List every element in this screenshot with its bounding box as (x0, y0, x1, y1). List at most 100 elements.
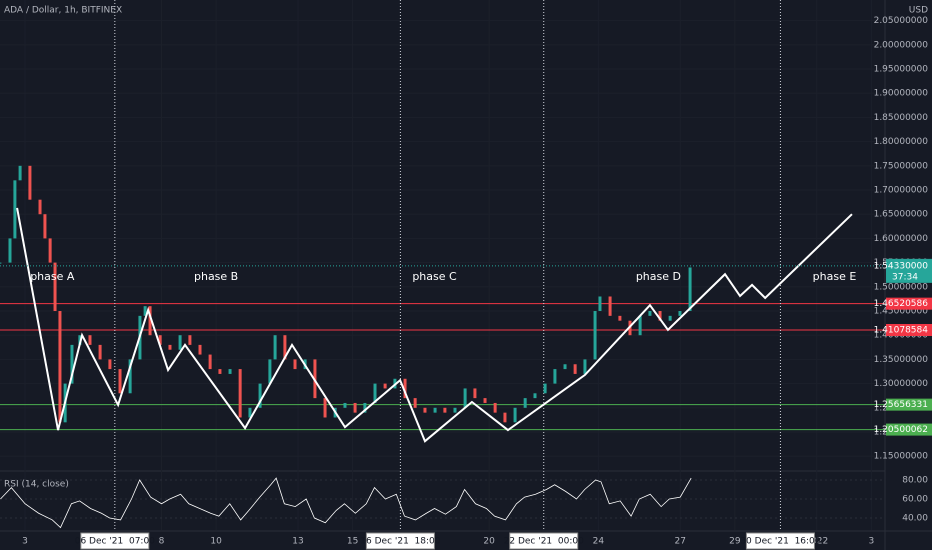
x-tick-label: 13 (292, 537, 303, 547)
phase-label: phase E (813, 270, 857, 283)
candle (573, 364, 577, 374)
candle (70, 344, 74, 384)
rsi-tick-label: 60.00 (902, 495, 928, 505)
rsi-tick-label: 80.00 (902, 475, 928, 485)
candle (188, 335, 192, 345)
y-tick-label: 2.00000000 (874, 40, 929, 50)
candle (323, 398, 327, 418)
candle (563, 364, 567, 370)
candle (638, 315, 642, 336)
candle (453, 407, 457, 413)
candle (38, 199, 42, 215)
candle (403, 378, 407, 399)
candle (343, 402, 347, 408)
candle (238, 369, 242, 418)
x-tick-label: 27 (675, 537, 686, 547)
drawing-path (16, 207, 853, 443)
candle (53, 262, 57, 312)
y-tick-label: 2.05000000 (874, 16, 929, 26)
candle (608, 296, 612, 316)
y-tick-label: 1.30000000 (874, 379, 929, 389)
candle (523, 398, 527, 408)
x-tick-label: 24 (593, 537, 605, 547)
candle (293, 359, 297, 370)
level-label-box (886, 423, 932, 436)
candle (168, 344, 172, 350)
marker-label: 16 Dec '21 18:00 (360, 537, 440, 547)
marker-label: 30 Dec '21 16:00 (740, 537, 820, 547)
candle (373, 383, 377, 403)
candle (688, 267, 692, 312)
level-label-box (886, 398, 932, 411)
y-tick-label: 1.95000000 (874, 65, 929, 75)
y-tick-label: 1.80000000 (874, 137, 929, 147)
candle (28, 165, 32, 200)
phase-label: phase C (412, 270, 457, 283)
candle (678, 311, 682, 316)
candle (383, 383, 387, 389)
x-tick-label: 15 (347, 537, 358, 547)
marker-label-box (745, 532, 815, 550)
marker-label-box (365, 532, 435, 550)
candle (648, 311, 652, 316)
currency: USD (909, 6, 928, 16)
rsi-line (0, 477, 692, 529)
candle (583, 359, 587, 374)
candle (533, 393, 537, 399)
phase-label: phase A (30, 270, 75, 283)
candle (58, 311, 62, 423)
candle (503, 412, 507, 423)
x-tick-label: 10 (210, 537, 222, 547)
phase-label: phase D (636, 270, 681, 283)
candle (553, 369, 557, 384)
current-price-label: 1.54330000 (874, 261, 929, 271)
y-tick-label: 1.60000000 (874, 234, 929, 244)
y-tick-label: 1.65000000 (874, 210, 929, 220)
candle (598, 296, 602, 312)
candle (208, 354, 212, 370)
countdown: 37:34 (892, 272, 918, 282)
candle (178, 335, 182, 350)
candle (13, 180, 17, 239)
x-tick-label: 20 (483, 537, 495, 547)
candle (248, 407, 252, 418)
candle (128, 359, 132, 394)
y-tick-label: 1.35000000 (874, 355, 929, 365)
candle (218, 369, 222, 374)
candle (443, 407, 447, 413)
candle (668, 315, 672, 321)
candle (353, 402, 357, 413)
candle (108, 359, 112, 370)
candle (228, 369, 232, 374)
y-tick-label: 1.15000000 (874, 452, 929, 462)
candle (158, 335, 162, 345)
x-tick-label: 8 (159, 537, 165, 547)
marker-label: 06 Dec '21 07:00 (75, 537, 155, 547)
candle (283, 335, 287, 360)
y-tick-label: 1.70000000 (874, 186, 929, 196)
candle (0, 262, 2, 264)
y-tick-label: 1.50000000 (874, 282, 929, 292)
candle (98, 344, 102, 360)
marker-label-box (509, 532, 579, 550)
candle (463, 388, 467, 408)
chart-title: ADA / Dollar, 1h, BITFINEX (4, 6, 122, 16)
y-tick-label: 1.85000000 (874, 113, 929, 123)
y-tick-label: 1.45000000 (874, 307, 929, 317)
x-tick-label: 3 (868, 537, 874, 547)
candle (413, 398, 417, 408)
rsi-tick-label: 40.00 (902, 514, 928, 524)
candle (658, 311, 662, 321)
candle (483, 398, 487, 403)
level-label: 1.25656331 (874, 400, 928, 410)
y-tick-label: 1.75000000 (874, 161, 929, 171)
marker-label: 22 Dec '21 00:00 (504, 537, 584, 547)
current-price-box (886, 258, 932, 283)
candle (8, 238, 12, 263)
candle (273, 335, 277, 360)
y-tick-label: 1.90000000 (874, 89, 929, 99)
candle (198, 344, 202, 355)
candle (593, 311, 597, 360)
